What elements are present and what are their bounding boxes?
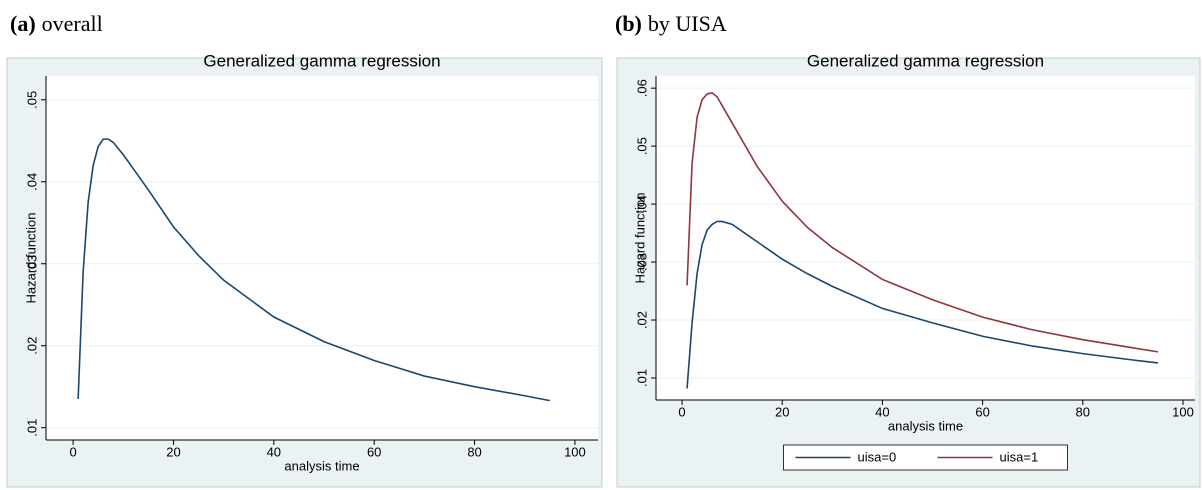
plot-region	[46, 76, 598, 440]
x-tick-label: 0	[678, 404, 685, 419]
y-tick-label: .02	[634, 311, 649, 329]
y-tick-label: .05	[24, 91, 39, 109]
chart-title: Generalized gamma regression	[807, 51, 1044, 70]
legend-label: uisa=0	[858, 449, 897, 464]
panel-label: (b)	[615, 11, 642, 36]
panel-caption-text: overall	[42, 11, 103, 36]
y-tick-label: .01	[24, 419, 39, 437]
x-axis-label: analysis time	[888, 418, 963, 433]
y-tick-label: .01	[634, 369, 649, 387]
x-tick-label: 80	[1076, 404, 1090, 419]
y-axis-label: Hazard function	[632, 192, 647, 283]
x-tick-label: 100	[564, 444, 586, 459]
x-tick-label: 0	[69, 444, 76, 459]
x-tick-label: 60	[367, 444, 381, 459]
panel-caption: (a) overall	[10, 11, 103, 36]
y-tick-label: .05	[634, 137, 649, 155]
x-tick-label: 80	[467, 444, 481, 459]
data-line	[686, 220, 1159, 389]
plot-region	[656, 76, 1195, 400]
y-tick-label: .03	[634, 253, 649, 271]
y-tick-label: .02	[24, 337, 39, 355]
x-tick-label: 100	[1172, 404, 1194, 419]
x-tick-label: 40	[875, 404, 889, 419]
y-axis-label: Hazard function	[23, 212, 38, 303]
x-axis-label: analysis time	[284, 458, 359, 473]
x-tick-label: 20	[166, 444, 180, 459]
panel-caption-text: by UISA	[648, 11, 727, 36]
panel-caption: (b) by UISA	[615, 11, 727, 36]
x-tick-label: 20	[775, 404, 789, 419]
x-tick-label: 40	[267, 444, 281, 459]
data-line	[77, 138, 550, 402]
y-tick-label: .06	[634, 79, 649, 97]
data-line	[686, 91, 1159, 353]
x-tick-label: 60	[975, 404, 989, 419]
y-tick-label: .03	[24, 255, 39, 273]
panel-label: (a)	[10, 11, 36, 36]
legend-label: uisa=1	[1000, 449, 1039, 464]
y-tick-label: .04	[634, 195, 649, 213]
y-tick-label: .04	[24, 173, 39, 191]
chart-title: Generalized gamma regression	[203, 51, 440, 70]
